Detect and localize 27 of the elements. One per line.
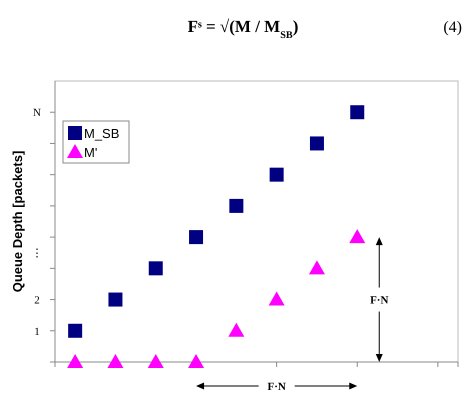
point bbox=[349, 229, 366, 244]
annotation: F·N bbox=[370, 294, 388, 307]
text: (4) bbox=[443, 19, 462, 36]
y-tick-label: ⋮ bbox=[32, 248, 42, 260]
y-axis-title: Queue Depth [packets] bbox=[10, 150, 25, 292]
point bbox=[229, 198, 244, 213]
legend-label: M_SB bbox=[84, 126, 120, 141]
y-tick-label: N bbox=[33, 107, 42, 120]
legend-label: M' bbox=[84, 145, 98, 160]
point bbox=[108, 292, 122, 307]
point bbox=[68, 324, 82, 338]
point bbox=[270, 168, 284, 182]
point bbox=[188, 354, 204, 368]
point bbox=[107, 354, 124, 368]
chart-title: Fˢ = √(M / M$_{SB}$) bbox=[188, 17, 298, 40]
y-tick-label: 2 bbox=[34, 294, 40, 307]
point bbox=[308, 260, 325, 274]
point bbox=[228, 322, 244, 337]
point bbox=[67, 354, 84, 368]
point bbox=[148, 354, 164, 368]
point bbox=[148, 261, 163, 276]
text: F·N bbox=[267, 381, 286, 393]
point bbox=[189, 230, 204, 244]
point bbox=[268, 292, 285, 306]
point bbox=[350, 105, 364, 120]
y-tick-label: 1 bbox=[34, 326, 40, 338]
point bbox=[310, 136, 324, 150]
